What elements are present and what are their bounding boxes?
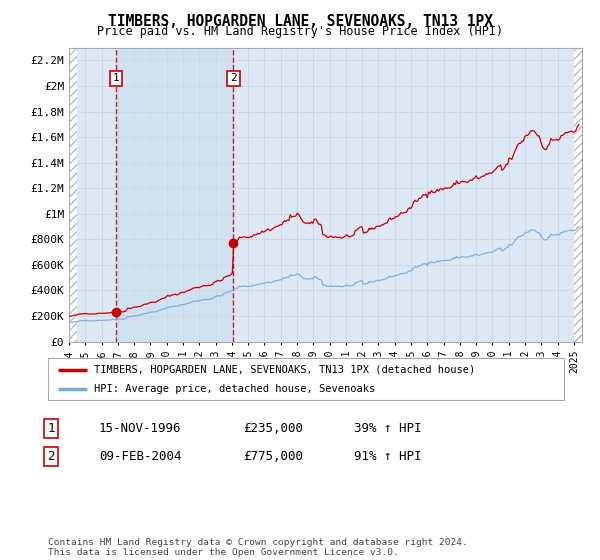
Text: 39% ↑ HPI: 39% ↑ HPI — [354, 422, 421, 435]
Text: 1: 1 — [112, 73, 119, 83]
Text: TIMBERS, HOPGARDEN LANE, SEVENOAKS, TN13 1PX: TIMBERS, HOPGARDEN LANE, SEVENOAKS, TN13… — [107, 14, 493, 29]
Bar — [69, 48, 77, 342]
Text: 09-FEB-2004: 09-FEB-2004 — [99, 450, 182, 463]
Text: Price paid vs. HM Land Registry's House Price Index (HPI): Price paid vs. HM Land Registry's House … — [97, 25, 503, 38]
Text: 2: 2 — [230, 73, 237, 83]
Text: Contains HM Land Registry data © Crown copyright and database right 2024.
This d: Contains HM Land Registry data © Crown c… — [48, 538, 468, 557]
Text: 1: 1 — [47, 422, 55, 435]
Text: 2: 2 — [47, 450, 55, 463]
Text: TIMBERS, HOPGARDEN LANE, SEVENOAKS, TN13 1PX (detached house): TIMBERS, HOPGARDEN LANE, SEVENOAKS, TN13… — [94, 365, 476, 375]
Text: HPI: Average price, detached house, Sevenoaks: HPI: Average price, detached house, Seve… — [94, 384, 376, 394]
Text: 91% ↑ HPI: 91% ↑ HPI — [354, 450, 421, 463]
Text: £775,000: £775,000 — [243, 450, 303, 463]
Text: 15-NOV-1996: 15-NOV-1996 — [99, 422, 182, 435]
Text: £235,000: £235,000 — [243, 422, 303, 435]
Bar — [574, 48, 582, 342]
Bar — [116, 48, 233, 342]
